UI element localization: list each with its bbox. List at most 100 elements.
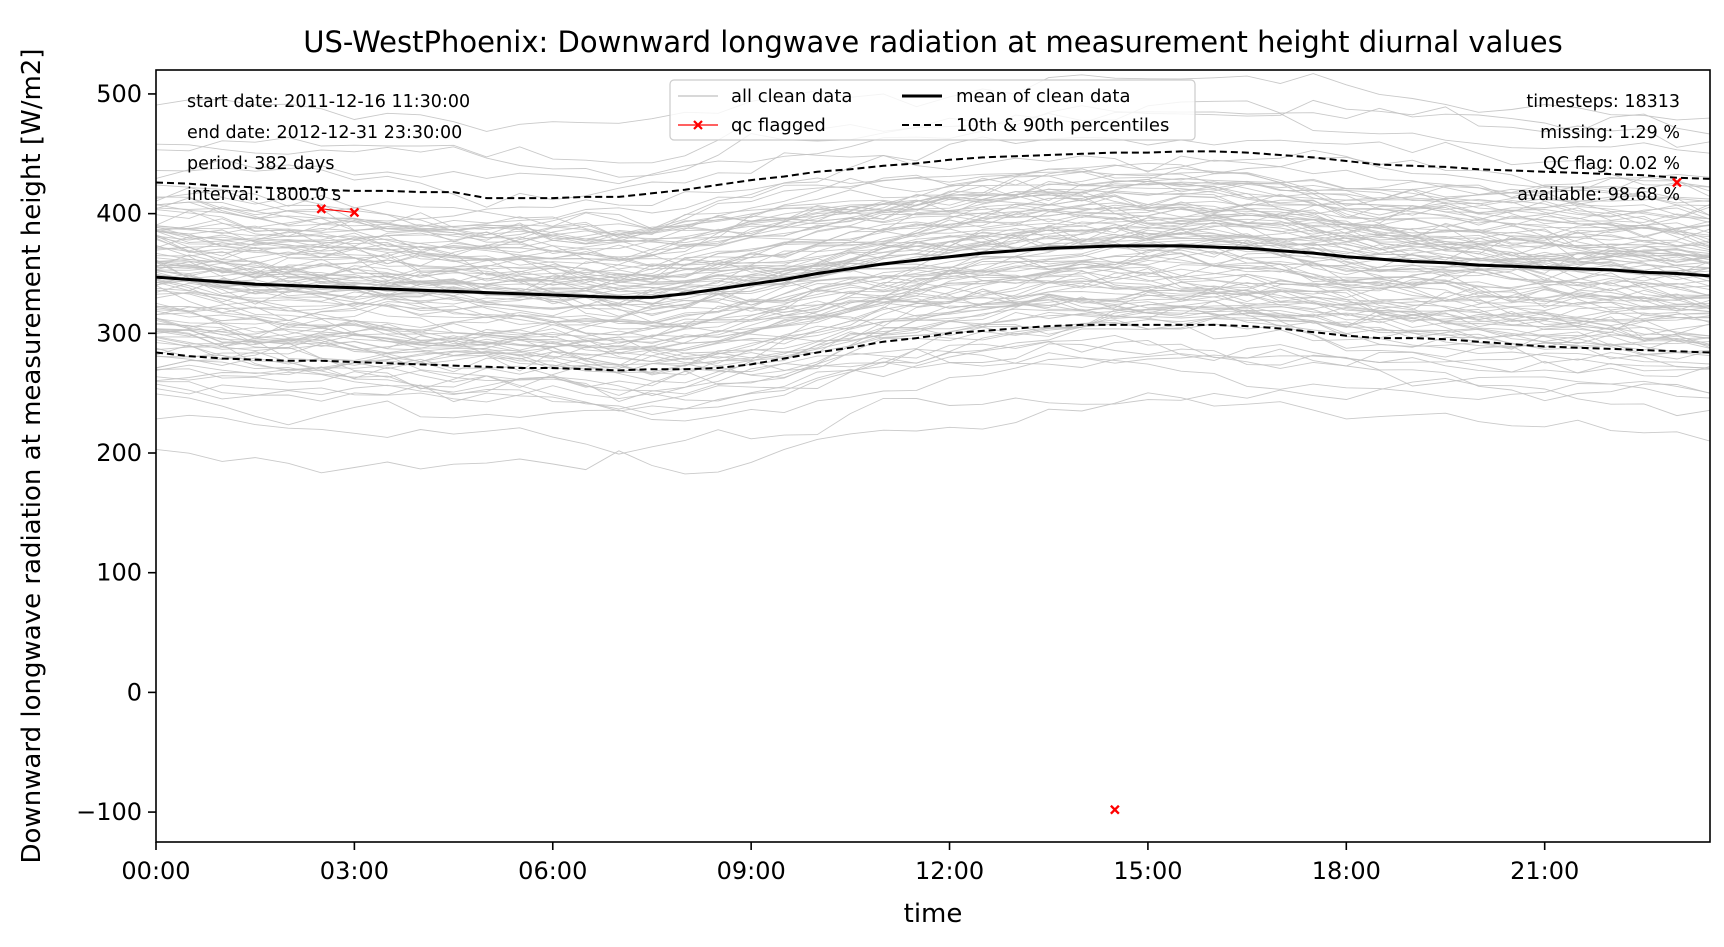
- y-tick-label: 300: [96, 319, 142, 347]
- clean-data-line: [156, 244, 1710, 317]
- info-timesteps: timesteps: 18313: [1526, 92, 1680, 112]
- clean-data-line: [156, 322, 1710, 402]
- y-tick-label: 100: [96, 559, 142, 587]
- y-tick-label: 400: [96, 200, 142, 228]
- y-tick-label: 200: [96, 439, 142, 467]
- mean-line: [156, 244, 1710, 299]
- clean-data-line: [156, 293, 1710, 350]
- clean-data-line: [156, 245, 1710, 309]
- qc-flagged-point: [316, 203, 327, 214]
- clean-data-line: [156, 194, 1710, 251]
- clean-data-line: [156, 294, 1710, 348]
- info-missing: missing: 1.29 %: [1540, 123, 1680, 143]
- clean-data-line: [156, 224, 1710, 298]
- clean-data-line: [156, 352, 1710, 410]
- clean-data-line: [156, 195, 1710, 253]
- legend-label-qc: qc flagged: [731, 115, 826, 136]
- qc-flagged-point: [349, 207, 360, 218]
- x-axis-label: time: [904, 899, 963, 929]
- info-period: period: 382 days: [187, 154, 334, 174]
- clean-data-line: [156, 187, 1710, 255]
- x-tick-label: 06:00: [518, 857, 587, 885]
- qc-flagged-line: [321, 208, 355, 214]
- clean-data-line: [156, 343, 1710, 403]
- clean-data-line: [156, 208, 1710, 283]
- clean-data-line: [156, 182, 1710, 246]
- info-start-date: start date: 2011-12-16 11:30:00: [187, 92, 470, 112]
- clean-data-line: [156, 315, 1710, 388]
- clean-data-line: [156, 301, 1710, 366]
- clean-data-line: [156, 211, 1710, 268]
- legend-swatch-qc-marker: [693, 120, 703, 130]
- clean-data-line: [156, 266, 1710, 344]
- x-tick-label: 12:00: [915, 857, 984, 885]
- y-axis-label: Downward longwave radiation at measureme…: [17, 49, 47, 864]
- clean-data-line: [156, 301, 1710, 370]
- clean-data-line: [156, 136, 1710, 208]
- clean-data-line: [156, 269, 1710, 318]
- x-tick-label: 21:00: [1510, 857, 1579, 885]
- legend-label-mean: mean of clean data: [956, 86, 1131, 107]
- clean-data-line: [156, 243, 1710, 325]
- clean-data-line: [156, 294, 1710, 357]
- plot-frame: [155, 69, 1711, 843]
- clean-data-lines: [156, 73, 1710, 475]
- info-interval: interval: 1800.0 s: [187, 185, 341, 205]
- y-axis: −100 0 100 200 300 400 500: [76, 80, 156, 826]
- clean-data-line: [156, 255, 1710, 336]
- chart-title: US-WestPhoenix: Downward longwave radiat…: [303, 25, 1563, 59]
- clean-data-line: [156, 211, 1710, 280]
- x-tick-label: 00:00: [121, 857, 190, 885]
- clean-data-line: [156, 239, 1710, 297]
- clean-data-line: [156, 202, 1710, 279]
- x-tick-label: 18:00: [1312, 857, 1381, 885]
- info-left: start date: 2011-12-16 11:30:00 end date…: [187, 92, 470, 205]
- clean-data-line: [156, 271, 1710, 347]
- x-tick-label: 09:00: [717, 857, 786, 885]
- clean-data-line: [156, 178, 1710, 242]
- clean-data-line: [156, 199, 1710, 267]
- clean-data-line: [156, 168, 1710, 232]
- y-tick-label: 500: [96, 80, 142, 108]
- clean-data-line: [156, 149, 1710, 222]
- x-axis: 00:00 03:00 06:00 09:00 12:00 15:00 18:00 21:00: [121, 842, 1579, 885]
- clean-data-line: [156, 309, 1710, 396]
- clean-data-line: [156, 191, 1710, 259]
- qc-flagged-point: [1672, 177, 1682, 188]
- clean-data-line: [156, 290, 1710, 367]
- info-available: available: 98.68 %: [1517, 185, 1680, 205]
- clean-data-line: [156, 263, 1710, 320]
- clean-data-line: [156, 204, 1710, 276]
- clean-data-line: [156, 317, 1710, 388]
- x-tick-label: 15:00: [1113, 857, 1182, 885]
- info-qc-flag: QC flag: 0.02 %: [1543, 154, 1680, 174]
- clean-data-line: [156, 173, 1710, 237]
- clean-data-line: [156, 217, 1710, 288]
- statistic-lines: [156, 150, 1710, 372]
- clean-data-line: [156, 305, 1710, 376]
- x-tick-label: 03:00: [320, 857, 389, 885]
- clean-data-line: [156, 294, 1710, 374]
- qc-flagged-point: [1110, 804, 1120, 815]
- percentile-90-line: [156, 150, 1710, 200]
- clean-data-line: [156, 261, 1710, 338]
- clean-data-line: [156, 392, 1710, 475]
- info-end-date: end date: 2012-12-31 23:30:00: [187, 123, 462, 143]
- clean-data-line: [156, 304, 1710, 361]
- y-tick-label: −100: [76, 798, 142, 826]
- percentile-10-line: [156, 323, 1710, 372]
- legend-box: [669, 79, 1196, 141]
- clean-data-line: [156, 291, 1710, 363]
- clean-data-line: [156, 377, 1710, 455]
- clean-data-line: [156, 357, 1710, 426]
- clean-data-line: [156, 224, 1710, 293]
- info-right: timesteps: 18313 missing: 1.29 % QC flag…: [1517, 92, 1680, 205]
- qc-flagged-markers: [316, 177, 1682, 815]
- clean-data-line: [156, 192, 1710, 261]
- clean-data-line: [156, 308, 1710, 375]
- clean-data-line: [156, 181, 1710, 238]
- legend-label-clean: all clean data: [731, 86, 852, 107]
- clean-data-line: [156, 267, 1710, 323]
- clean-data-line: [156, 334, 1710, 412]
